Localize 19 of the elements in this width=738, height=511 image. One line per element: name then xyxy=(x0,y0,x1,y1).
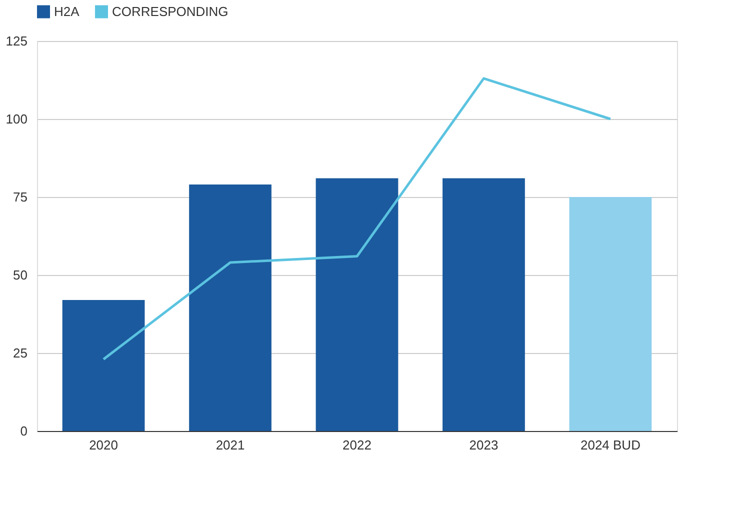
x-tick-label: 2024 BUD xyxy=(580,438,640,452)
bar xyxy=(569,197,652,431)
x-tick-label: 2022 xyxy=(342,438,372,452)
bar xyxy=(189,184,272,431)
legend-label: CORRESPONDING xyxy=(112,4,228,19)
y-tick-label: 25 xyxy=(13,346,28,360)
bar xyxy=(62,300,145,431)
bar xyxy=(316,178,398,431)
y-tick-label: 125 xyxy=(6,34,28,48)
legend-label: H2A xyxy=(54,4,80,19)
line-series xyxy=(102,77,612,360)
bar xyxy=(442,178,525,431)
y-tick-label: 0 xyxy=(20,424,28,438)
y-tick-label: 100 xyxy=(6,112,28,126)
x-tick-label: 2020 xyxy=(89,438,118,452)
x-tick-label: 2023 xyxy=(469,438,498,452)
y-tick-label: 50 xyxy=(13,268,28,282)
x-tick-label: 2021 xyxy=(216,438,245,452)
y-tick-label: 75 xyxy=(13,190,28,204)
